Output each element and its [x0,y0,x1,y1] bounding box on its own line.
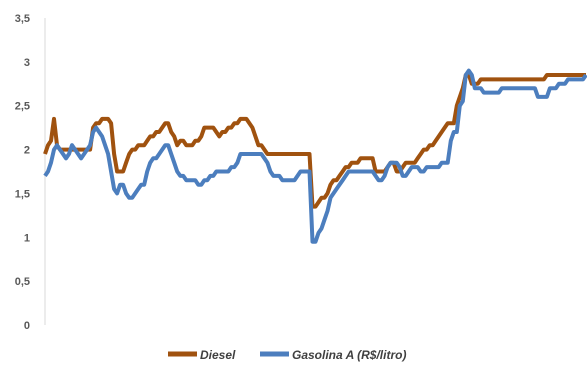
series-line-gasolina [43,68,587,244]
y-tick-label: 2 [24,145,30,157]
legend-label-diesel: Diesel [200,348,236,362]
series-line-diesel [43,73,586,209]
y-tick-label: 2,5 [15,101,30,113]
legend: Diesel Gasolina A (R$/litro) [168,348,406,362]
y-tick-label: 3 [24,57,30,69]
series-layer [43,68,587,244]
y-tick-label: 0,5 [15,276,30,288]
y-tick-label: 1,5 [15,188,30,200]
y-tick-label: 3,5 [15,13,30,25]
y-tick-label: 1 [24,232,30,244]
axis-layer: 0 0,5 1 1,5 2 2,5 3 3,5 [15,13,46,332]
legend-label-gasolina: Gasolina A (R$/litro) [292,348,406,362]
y-tick-label: 0 [24,320,30,332]
